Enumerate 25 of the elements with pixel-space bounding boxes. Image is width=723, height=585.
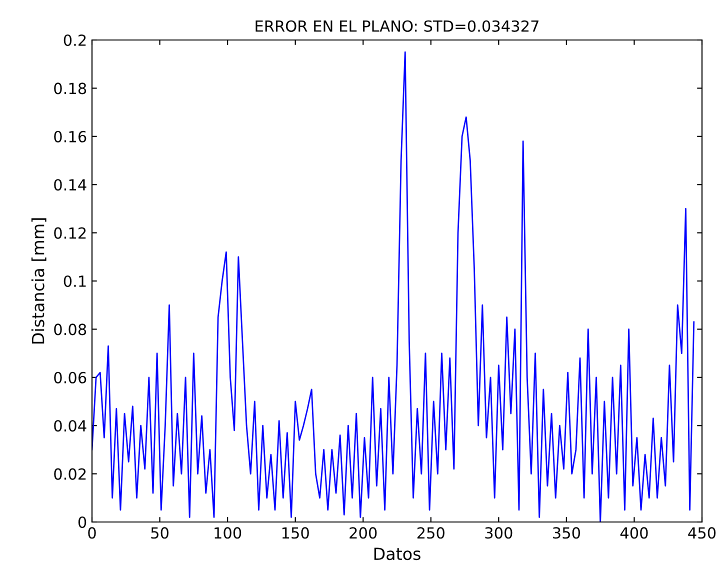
x-tick-label: 450	[688, 527, 716, 539]
chart-title: ERROR EN EL PLANO: STD=0.034327	[256, 20, 538, 32]
x-tick-label: 200	[350, 527, 377, 539]
y-tick-label: 0.1	[64, 275, 86, 288]
x-tick-label: 0	[88, 527, 96, 539]
y-tick-label: 0.08	[54, 324, 86, 336]
y-tick-label: 0.14	[54, 179, 86, 191]
y-tick-label: 0.02	[54, 468, 86, 480]
x-tick-label: 400	[620, 527, 648, 539]
y-tick-label: 0.2	[64, 34, 86, 46]
y-tick-label: 0.12	[54, 227, 86, 239]
x-tick-label: 250	[417, 527, 444, 539]
x-tick-label: 100	[214, 527, 242, 539]
x-tick-label: 150	[282, 527, 309, 539]
y-tick-label: 0.04	[54, 420, 86, 432]
x-tick-label: 350	[553, 527, 580, 539]
line-series	[92, 51, 695, 522]
x-axis-title: Datos	[374, 548, 420, 560]
y-axis-title: Distancia [mm]	[31, 218, 46, 344]
x-tick-label: 300	[485, 527, 512, 539]
y-tick-label: 0	[78, 516, 86, 528]
x-tick-label: 50	[151, 527, 168, 539]
y-tick-label: 0.16	[54, 130, 86, 142]
y-tick-label: 0.06	[54, 372, 86, 384]
y-tick-label: 0.18	[54, 82, 86, 94]
